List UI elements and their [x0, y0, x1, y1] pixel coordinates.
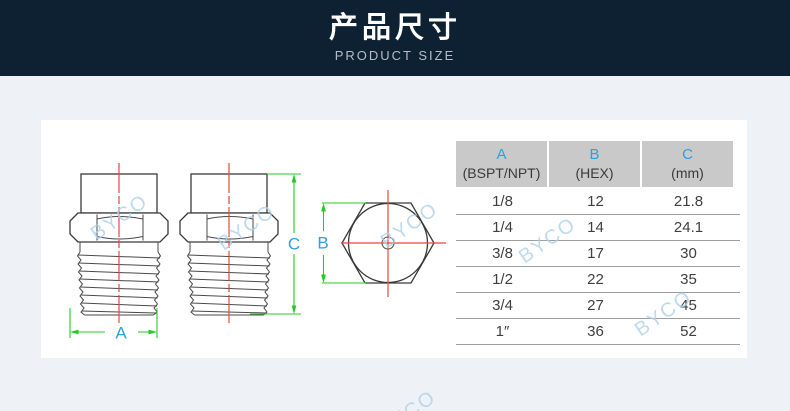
- cell-b: 22: [587, 271, 604, 288]
- column-letter: C: [682, 145, 693, 163]
- cell-b: 12: [587, 193, 604, 210]
- dim-label-a: A: [115, 323, 127, 343]
- dimension-c: [250, 173, 301, 315]
- dim-label-c: C: [287, 234, 301, 254]
- cell-c: 24.1: [673, 219, 704, 236]
- cell-b: 36: [587, 323, 604, 340]
- cell-a: 1/2: [492, 271, 513, 288]
- table-body: 1/8 12 21.8 1/4 14 24.1 3/8 17 30 1/2 22…: [456, 189, 740, 345]
- table-row: 1/2 22 35: [456, 267, 740, 293]
- cell-a: 3/4: [492, 297, 513, 314]
- section-banner: 产品尺寸 PRODUCT SIZE: [0, 0, 790, 76]
- table-row: 1/4 14 24.1: [456, 215, 740, 241]
- cell-a: 1/8: [492, 193, 513, 210]
- column-letter: A: [496, 145, 507, 163]
- table-row: 3/4 27 45: [456, 293, 740, 319]
- table-header-row: A (BSPT/NPT) B (HEX) C (mm): [456, 141, 740, 187]
- dimension-b: [321, 202, 366, 284]
- cell-a: 1/4: [492, 219, 513, 236]
- cell-c: 45: [680, 297, 697, 314]
- column-header-a: A (BSPT/NPT): [456, 141, 547, 187]
- cell-b: 14: [587, 219, 604, 236]
- dimension-table: A (BSPT/NPT) B (HEX) C (mm) 1/8 12 21.8 …: [456, 141, 740, 345]
- cell-b: 27: [587, 297, 604, 314]
- crosshair-centerlines: [341, 190, 446, 297]
- cell-c: 35: [680, 271, 697, 288]
- dim-label-b: B: [317, 233, 329, 253]
- table-row: 1/8 12 21.8: [456, 189, 740, 215]
- hex-front-view: [341, 190, 446, 297]
- watermark: BYCO: [375, 386, 441, 411]
- column-unit: (HEX): [575, 164, 614, 181]
- column-letter: B: [589, 145, 600, 163]
- cell-a: 3/8: [492, 245, 513, 262]
- dimension-a: [69, 308, 158, 338]
- cell-c: 30: [680, 245, 697, 262]
- column-unit: (BSPT/NPT): [462, 164, 541, 181]
- cell-b: 17: [587, 245, 604, 262]
- cell-a: 1″: [495, 323, 510, 340]
- column-header-c: C (mm): [642, 141, 733, 187]
- table-row: 1″ 36 52: [456, 319, 740, 345]
- section-title-en: PRODUCT SIZE: [334, 48, 456, 64]
- cell-c: 21.8: [673, 193, 704, 210]
- technical-drawing: [69, 162, 446, 338]
- cell-c: 52: [680, 323, 697, 340]
- table-row: 3/8 17 30: [456, 241, 740, 267]
- column-unit: (mm): [671, 164, 704, 181]
- column-header-b: B (HEX): [549, 141, 640, 187]
- section-title-cn: 产品尺寸: [328, 11, 461, 44]
